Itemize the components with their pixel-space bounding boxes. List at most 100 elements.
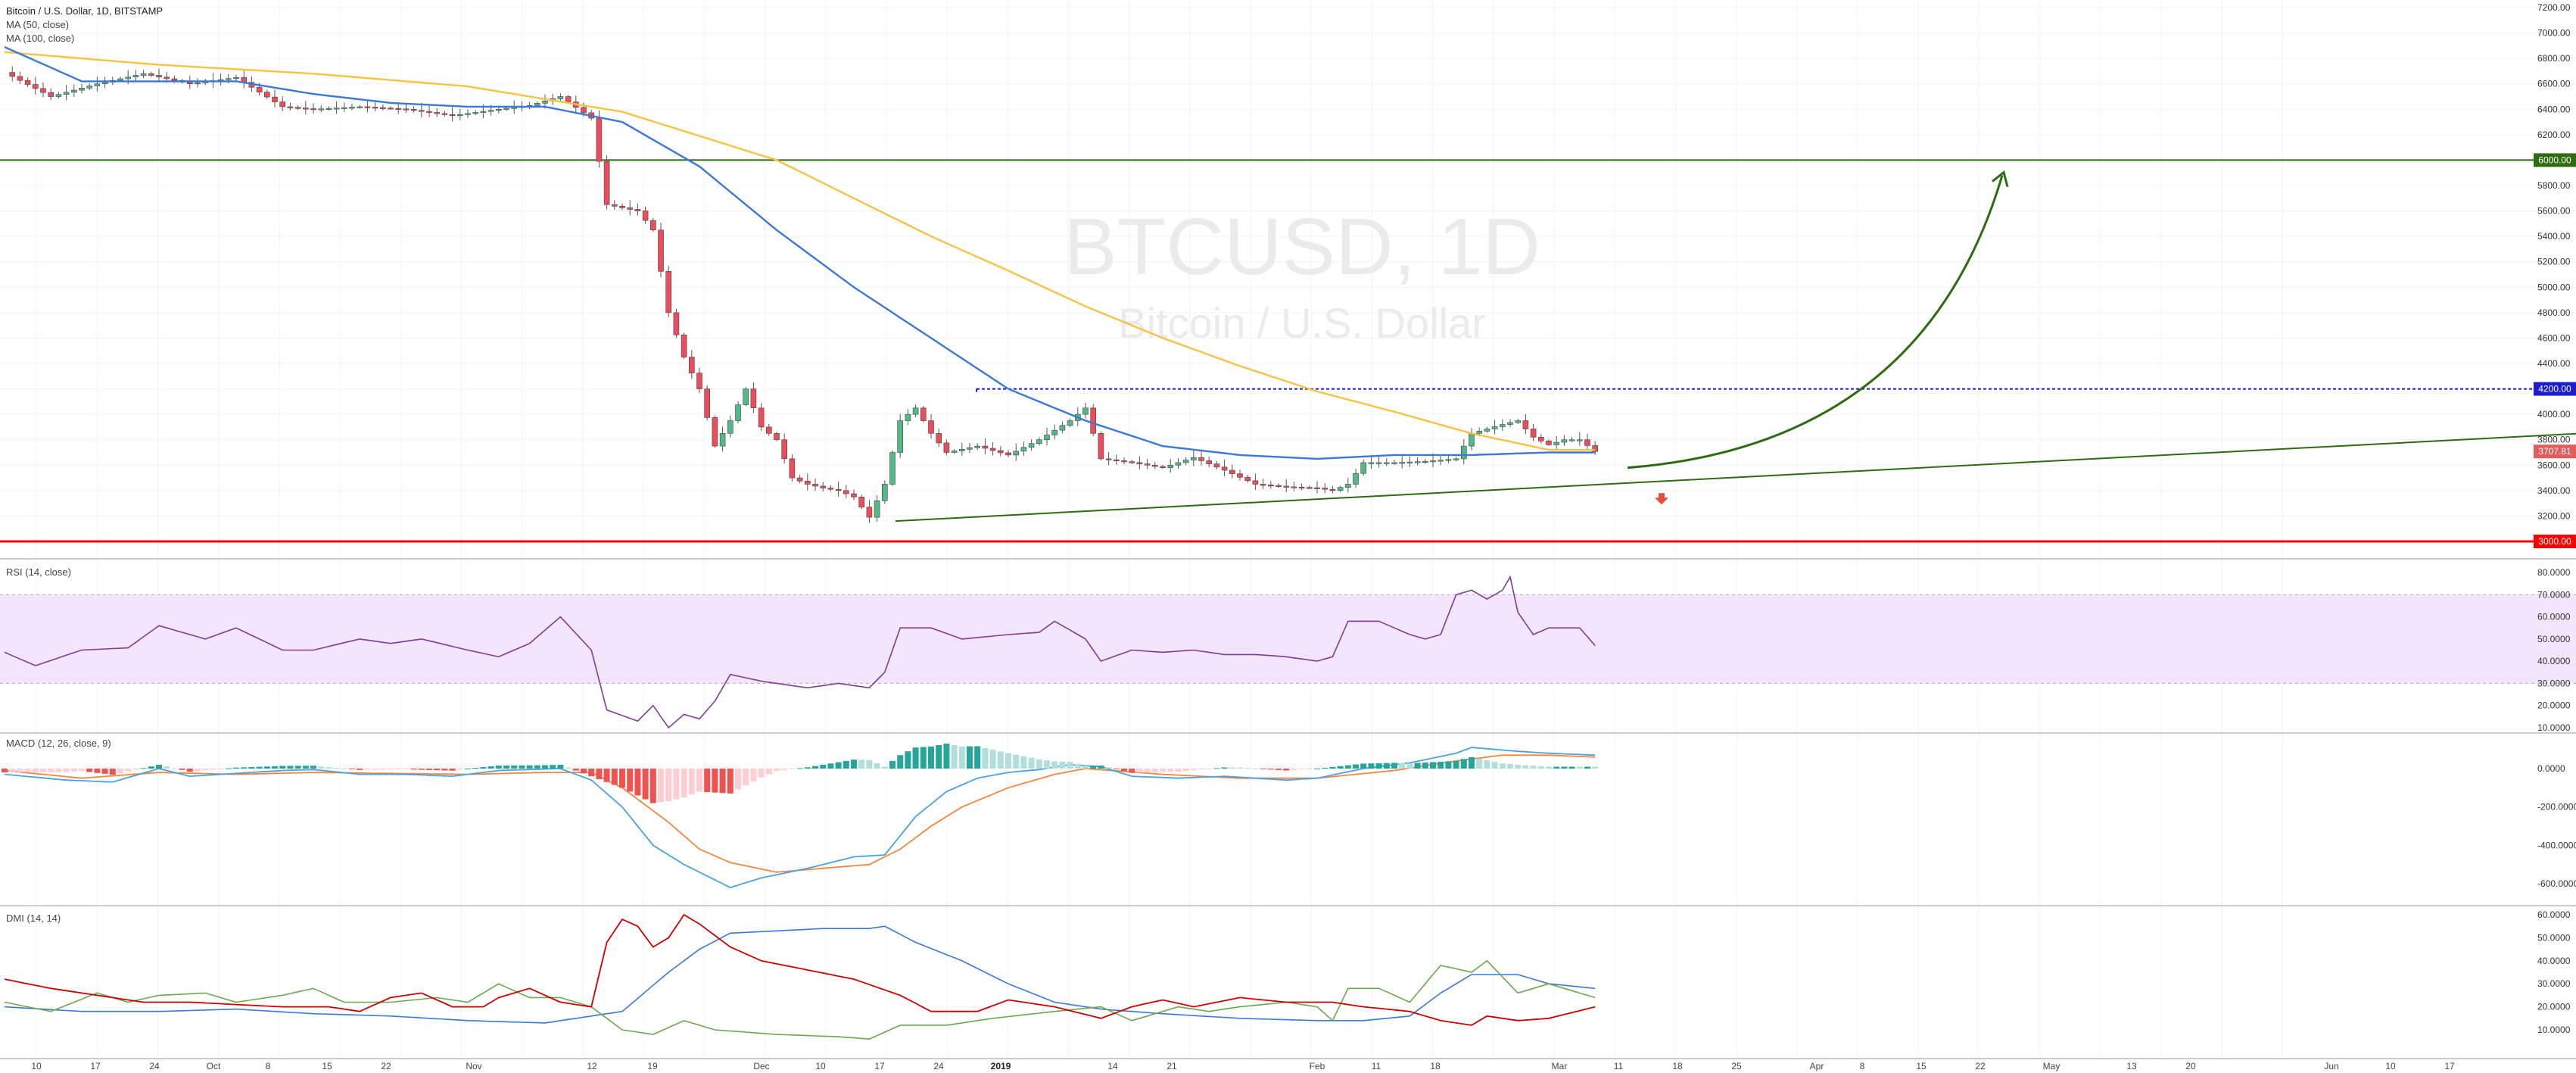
candle[interactable] [1013,443,1019,461]
candle[interactable] [1360,459,1366,476]
candle[interactable] [71,84,77,97]
candle[interactable] [1298,483,1305,491]
candle[interactable] [889,450,896,486]
candle[interactable] [1322,482,1328,494]
candle[interactable] [1051,424,1057,440]
candle[interactable] [132,70,139,82]
candle[interactable] [9,66,15,82]
time-axis[interactable]: 10 17 24 Oct 8 15 22 Nov 12 19 Dec 10 17 24 2019 14 21 Fe… [31,1061,2455,1071]
candle[interactable] [596,110,603,168]
candle[interactable] [17,71,23,85]
candle[interactable] [1375,456,1382,468]
candle[interactable] [465,109,471,118]
candle[interactable] [1453,456,1459,462]
candle[interactable] [758,403,765,432]
candle[interactable] [1391,460,1397,465]
candle[interactable] [998,446,1004,457]
candle[interactable] [1152,462,1158,469]
candle[interactable] [1198,451,1204,466]
candle[interactable] [1167,459,1173,473]
candle[interactable] [951,449,958,454]
candle[interactable] [1491,420,1498,435]
candle[interactable] [279,96,286,111]
candle[interactable] [1191,450,1197,466]
candle[interactable] [603,155,610,210]
candle[interactable] [781,433,787,464]
rsi-line[interactable] [4,575,1596,729]
candle[interactable] [835,482,842,497]
candle[interactable] [403,104,410,114]
candle[interactable] [1307,485,1313,490]
candle[interactable] [1553,435,1559,451]
candle[interactable] [565,95,572,104]
candle[interactable] [843,485,849,499]
candle[interactable] [1353,468,1359,488]
candle[interactable] [928,413,934,439]
candle[interactable] [1438,454,1444,466]
candle[interactable] [333,101,340,114]
candle[interactable] [688,350,695,379]
candle[interactable] [233,74,239,81]
candle[interactable] [1136,456,1143,469]
candle[interactable] [426,105,432,117]
candle[interactable] [1268,481,1274,489]
candle[interactable] [851,489,857,501]
candle[interactable] [1584,433,1590,451]
candle[interactable] [441,111,448,117]
candle[interactable] [649,217,656,232]
di-plus-line[interactable] [4,959,1596,1040]
candle[interactable] [1283,479,1289,493]
adx-line[interactable] [4,925,1596,1024]
candle[interactable] [1059,421,1066,434]
candle[interactable] [272,89,278,108]
candle[interactable] [1237,469,1243,481]
candle[interactable] [1368,454,1375,469]
candle[interactable] [318,104,325,113]
candle[interactable] [1461,438,1467,465]
candle[interactable] [1005,450,1011,457]
candle[interactable] [341,102,347,112]
candle[interactable] [302,101,309,114]
candle[interactable] [858,494,864,510]
candle[interactable] [1484,426,1490,433]
candle[interactable] [1384,458,1390,466]
candle[interactable] [1044,427,1050,446]
candle[interactable] [1160,464,1166,469]
ma50-line[interactable] [4,45,1596,460]
candle[interactable] [1213,461,1220,469]
candle[interactable] [1568,436,1575,442]
candle[interactable] [982,438,989,455]
candle[interactable] [1221,460,1228,476]
candle[interactable] [40,82,46,98]
candle[interactable] [681,332,687,360]
candle[interactable] [1414,457,1421,466]
candle[interactable] [1561,435,1568,446]
candle[interactable] [1182,457,1189,466]
candle[interactable] [379,104,386,111]
candle[interactable] [627,200,634,216]
candle[interactable] [364,100,371,113]
candle[interactable] [936,428,942,448]
candle[interactable] [79,83,85,94]
candle[interactable] [434,108,441,117]
candle[interactable] [665,265,672,317]
candle[interactable] [920,406,927,423]
candle[interactable] [1314,481,1320,494]
ma100-line[interactable] [4,51,1596,451]
candle[interactable] [789,454,796,482]
candle[interactable] [1507,419,1513,428]
candle[interactable] [1422,458,1428,464]
candle[interactable] [619,203,625,211]
candle[interactable] [1291,481,1297,491]
candle[interactable] [866,500,873,523]
candle[interactable] [1090,404,1096,437]
candle[interactable] [642,207,649,224]
candle[interactable] [727,415,734,438]
candle[interactable] [1121,457,1127,465]
candle[interactable] [974,443,980,451]
candle[interactable] [1229,464,1235,479]
candle[interactable] [1028,439,1035,451]
di-minus-line[interactable] [4,913,1596,1026]
candle[interactable] [827,485,834,491]
